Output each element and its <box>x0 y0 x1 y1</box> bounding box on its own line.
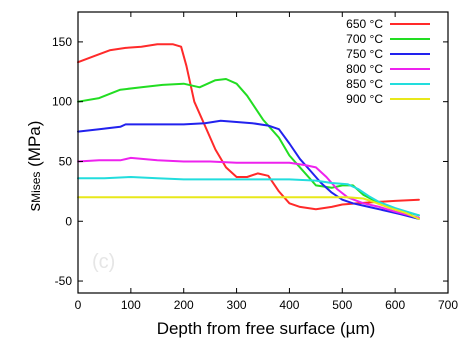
series-line-3 <box>77 156 420 219</box>
x-axis-label: Depth from free surface (µm) <box>157 319 376 338</box>
y-axis: -50 0 50 100 150 <box>52 35 448 288</box>
series-line-4 <box>77 176 420 217</box>
legend-label: 750 °C <box>346 47 383 61</box>
legend-label: 800 °C <box>346 62 383 76</box>
watermark-text: (c) <box>92 251 115 273</box>
legend-label: 650 °C <box>346 17 383 31</box>
x-tick-label: 300 <box>227 298 247 312</box>
series-line-5 <box>77 196 420 220</box>
y-tick-label: 0 <box>65 214 72 228</box>
x-tick-label: 400 <box>279 298 299 312</box>
plot-frame <box>77 11 449 294</box>
y-tick-label: -50 <box>55 274 73 288</box>
x-tick-label: 700 <box>438 298 458 312</box>
y-axis-label-subscript: Mises <box>29 172 43 203</box>
x-tick-label: 600 <box>385 298 405 312</box>
x-tick-label: 200 <box>174 298 194 312</box>
y-tick-label: 50 <box>59 154 73 168</box>
series-line-0 <box>77 43 420 211</box>
legend-label: 900 °C <box>346 92 383 106</box>
y-axis-label: sMises (MPa) <box>25 121 44 212</box>
y-tick-label: 150 <box>52 35 72 49</box>
x-tick-label: 500 <box>332 298 352 312</box>
x-tick-label: 0 <box>75 298 82 312</box>
series-layer <box>77 43 420 220</box>
y-tick-label: 100 <box>52 95 72 109</box>
y-axis-label-unit: (MPa) <box>25 121 44 172</box>
y-axis-label-main: s <box>25 203 44 212</box>
x-axis: 0 100 200 300 400 500 600 700 <box>75 12 458 312</box>
series-line-2 <box>77 119 420 220</box>
x-tick-label: 100 <box>121 298 141 312</box>
legend-label: 850 °C <box>346 77 383 91</box>
legend-label: 700 °C <box>346 32 383 46</box>
